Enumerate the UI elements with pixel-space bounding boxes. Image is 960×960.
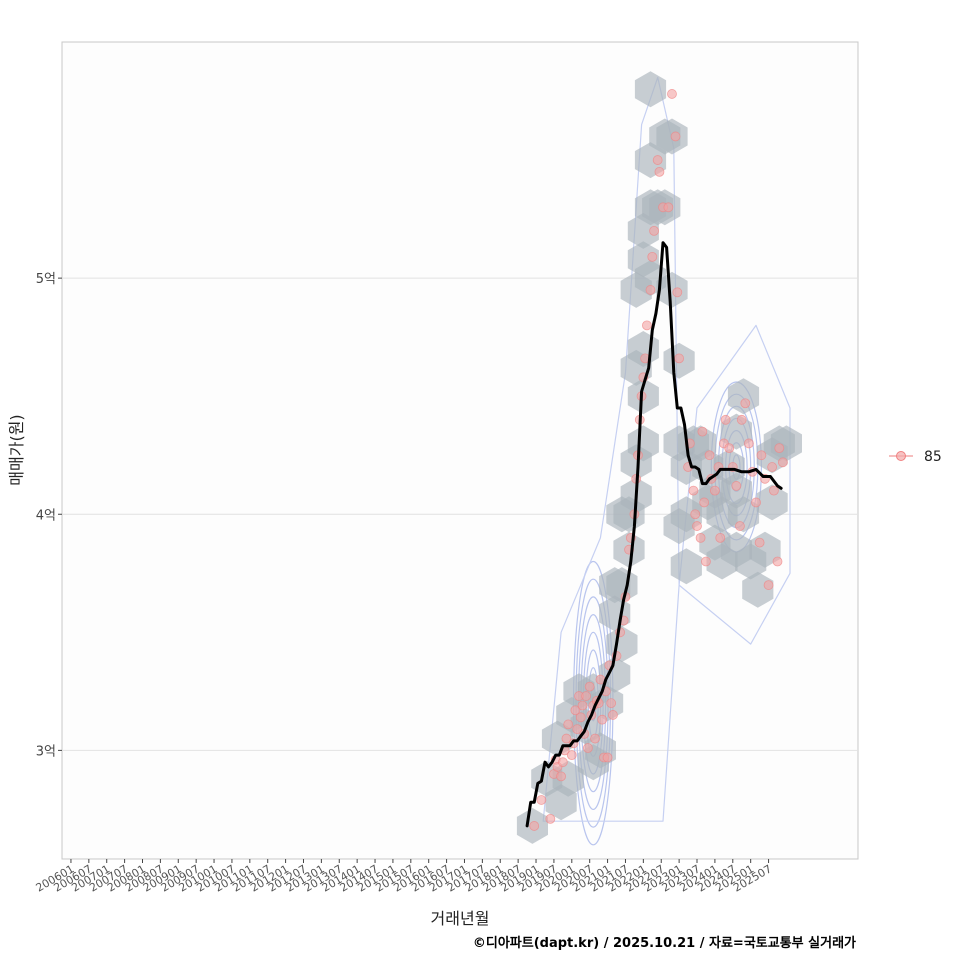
data-point (777, 457, 788, 468)
data-point (735, 521, 745, 531)
data-point (774, 443, 785, 454)
data-point (556, 771, 566, 782)
data-point (582, 743, 593, 753)
data-point (769, 485, 779, 496)
data-point (763, 580, 774, 590)
density-contour-outer (542, 76, 791, 822)
data-point (751, 497, 761, 508)
hexbin (670, 548, 702, 585)
data-point (577, 700, 588, 711)
data-point (536, 795, 547, 805)
data-point (545, 813, 556, 824)
data-point (690, 509, 701, 520)
data-point (584, 681, 595, 692)
data-point (701, 556, 711, 567)
data-point (754, 537, 765, 548)
series-line (525, 241, 783, 828)
legend-point (896, 451, 906, 461)
source-caption: ©디아파트(dapt.kr) / 2025.10.21 / 자료=국토교통부 실… (473, 935, 856, 951)
data-point (608, 710, 618, 720)
data-point (715, 532, 726, 543)
hexbin (545, 784, 577, 821)
hexbin (606, 496, 638, 533)
y-axis: 3억 4억 5억 (36, 272, 62, 759)
legend-label: 85 (924, 449, 942, 465)
data-point (602, 752, 613, 763)
data-point (740, 398, 751, 409)
moving-average-line (525, 241, 783, 828)
data-point (649, 226, 659, 236)
data-point (581, 691, 592, 701)
hexbin (634, 71, 667, 108)
hexbin (742, 571, 774, 608)
data-point (561, 733, 572, 744)
hexbin (727, 378, 760, 415)
data-point (663, 202, 674, 213)
data-point (563, 719, 574, 730)
data-point (695, 532, 706, 543)
data-point (772, 556, 783, 567)
data-point (756, 450, 767, 461)
data-point (654, 166, 665, 177)
data-point (767, 462, 778, 472)
hexbin (699, 524, 731, 561)
data-point (557, 757, 568, 768)
hexbin (656, 271, 688, 308)
data-point (672, 287, 683, 298)
data-point (736, 414, 747, 425)
data-point (597, 714, 608, 725)
data-point (724, 443, 735, 454)
data-point (652, 155, 663, 165)
data-point (590, 733, 600, 744)
hexbin (577, 744, 609, 781)
data-point (575, 712, 586, 723)
hexbin (663, 508, 695, 545)
data-point (699, 497, 710, 508)
data-point (731, 481, 742, 491)
data-point (688, 485, 699, 496)
data-point (697, 426, 708, 437)
legend: 85 (889, 449, 942, 465)
hexbin (727, 496, 760, 533)
data-point (670, 131, 681, 142)
data-point (606, 698, 617, 709)
data-point (647, 251, 658, 262)
data-point (566, 750, 577, 761)
y-tick-label: 4억 (36, 508, 56, 523)
data-point (645, 285, 656, 295)
y-tick-label: 5억 (36, 272, 56, 287)
y-axis-title: 매매가(원) (7, 414, 26, 485)
data-point (674, 353, 685, 364)
data-point (704, 450, 715, 461)
data-point (720, 414, 731, 425)
data-point (743, 438, 754, 449)
data-point (572, 724, 583, 735)
data-point (692, 521, 702, 531)
data-point (570, 705, 581, 716)
data-point (709, 485, 720, 496)
data-point (529, 821, 540, 831)
hexbin (756, 484, 788, 521)
y-tick-label: 3억 (36, 744, 56, 759)
x-axis-title: 거래년월 (431, 909, 490, 928)
data-point (642, 320, 652, 331)
data-point (667, 89, 677, 99)
plot-panel (61, 41, 859, 860)
